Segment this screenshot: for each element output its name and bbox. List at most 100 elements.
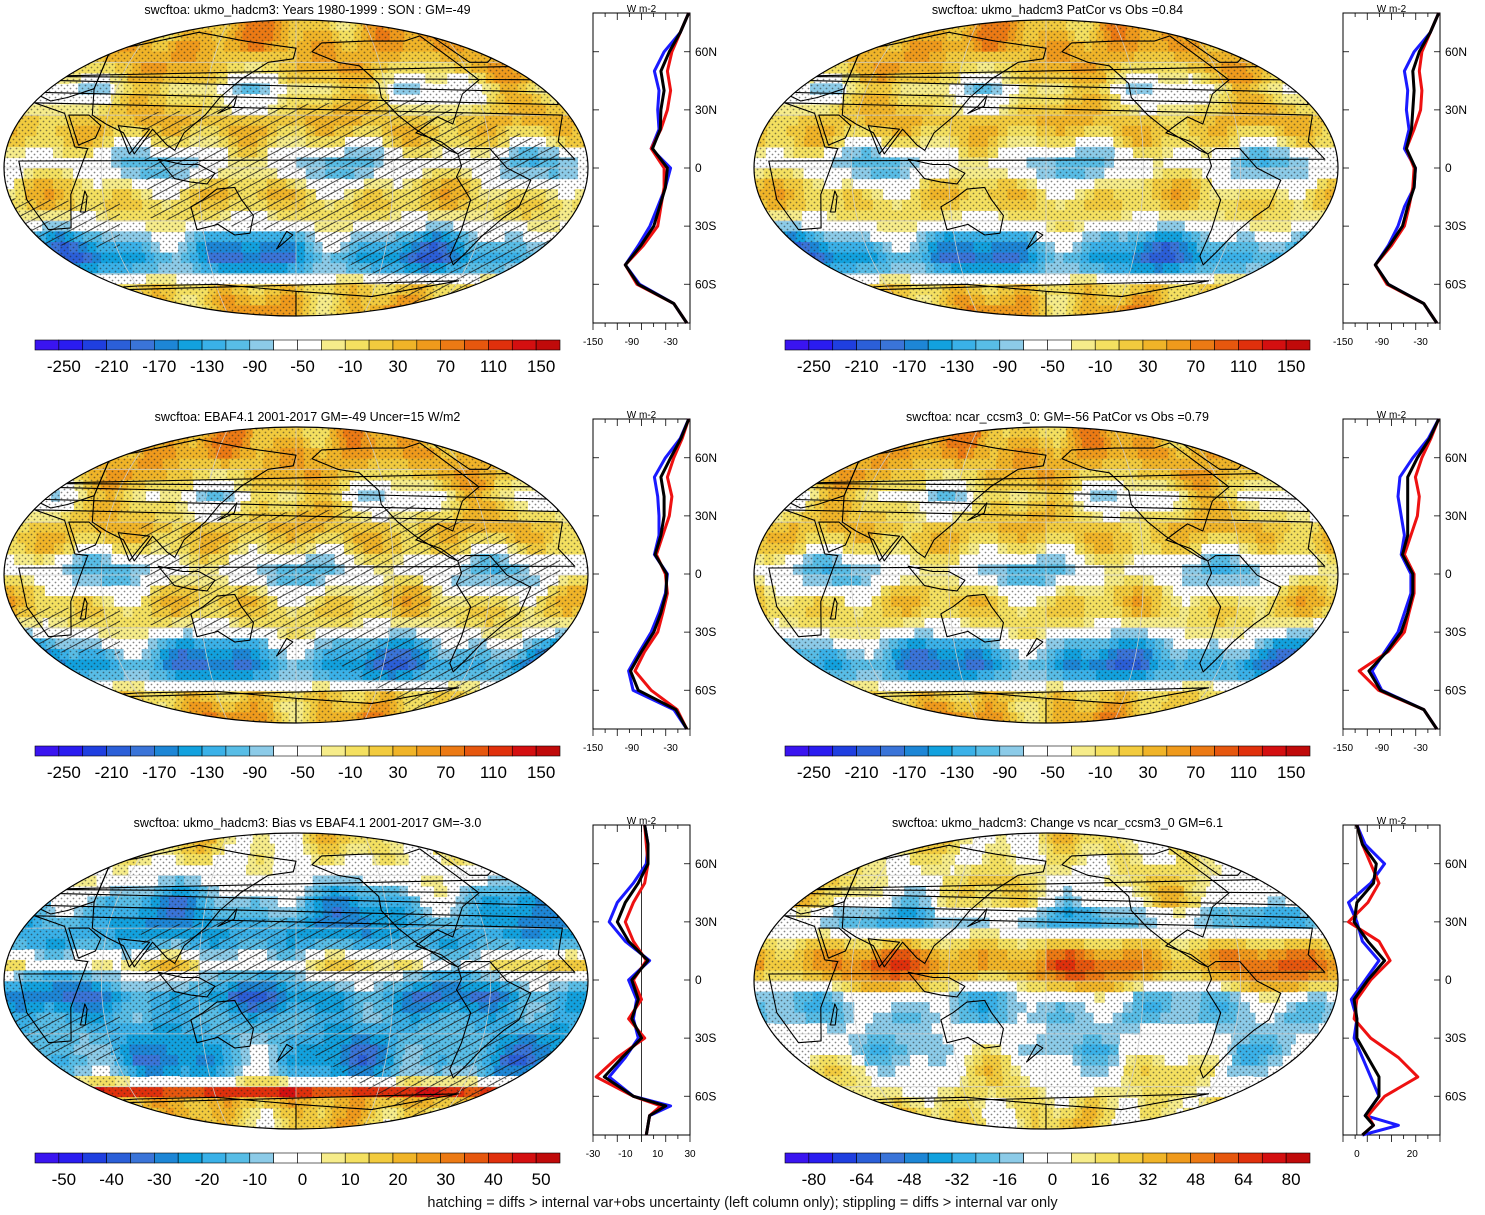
- map-cell: [491, 305, 513, 316]
- map-cell: [66, 701, 88, 714]
- map-cell: [839, 294, 859, 307]
- map-cell: [115, 20, 136, 32]
- map-cell: [1173, 305, 1191, 316]
- map-cell: [865, 305, 886, 316]
- coastline-asia: [91, 31, 297, 155]
- map-frame: [3, 19, 589, 317]
- map-cell: [851, 427, 872, 439]
- map-cell: [18, 231, 34, 243]
- map-cell: [804, 62, 822, 74]
- map-cell: [1240, 437, 1261, 449]
- map-cell: [517, 691, 537, 703]
- map-cell: [1200, 305, 1220, 316]
- map-cell: [30, 479, 47, 492]
- map-cell: [127, 437, 146, 449]
- map-cell: [829, 305, 852, 316]
- map-cell: [87, 691, 106, 703]
- coastline-asia: [841, 31, 1047, 155]
- coastline-japan: [967, 95, 988, 114]
- map-cell: [502, 691, 521, 703]
- map-cell: [1200, 427, 1220, 439]
- map-cell: [476, 30, 496, 42]
- map-cell: [787, 263, 805, 275]
- map-cell: [498, 701, 519, 714]
- map-cell: [1237, 284, 1255, 296]
- map-cell: [1287, 62, 1306, 74]
- map-cell: [804, 51, 823, 63]
- map-cell: [490, 437, 511, 449]
- map-cell: [166, 712, 183, 723]
- map-cell: [447, 701, 465, 714]
- map-cell: [545, 252, 563, 264]
- map-cell: [1227, 427, 1249, 439]
- map-cell: [469, 294, 488, 307]
- map-cell: [494, 448, 513, 460]
- map-cell: [502, 448, 521, 460]
- map-cell: [74, 701, 95, 714]
- coastline-nz: [276, 230, 294, 250]
- map-cell: [494, 41, 513, 53]
- map-cell: [461, 294, 480, 307]
- map-cell: [1287, 263, 1306, 275]
- map-cell: [537, 479, 554, 492]
- map-cell: [517, 284, 537, 296]
- map-cell: [1241, 427, 1263, 439]
- map-cell: [97, 437, 117, 449]
- map-cell: [1187, 20, 1206, 32]
- map-cell: [505, 437, 526, 449]
- panel-title-1: swcftoa: ukmo_hadcm3: Years 1980-1999 : …: [144, 3, 471, 17]
- map-cell: [477, 427, 499, 439]
- map-cell: [54, 51, 73, 63]
- map-cell: [443, 712, 463, 723]
- map-cell: [79, 20, 102, 32]
- map-cell: [79, 41, 98, 53]
- map-cell: [105, 437, 124, 449]
- coastline-nz: [276, 637, 294, 657]
- map-cell: [1214, 20, 1235, 32]
- map-cell: [509, 691, 529, 703]
- map-cell: [780, 252, 797, 264]
- map-cell: [498, 30, 519, 42]
- map-cell: [18, 638, 34, 650]
- map-cell: [773, 490, 790, 502]
- map-cell: [504, 51, 522, 63]
- map-cell: [1204, 30, 1223, 42]
- map-cell: [490, 701, 511, 714]
- map-cell: [545, 72, 563, 85]
- map-panel-2: [753, 19, 1339, 317]
- map-cell: [108, 427, 129, 439]
- map-cell: [403, 712, 420, 723]
- map-cell: [151, 427, 169, 439]
- map-cell: [417, 427, 434, 439]
- map-cell: [120, 294, 138, 307]
- map-cell: [1237, 448, 1255, 460]
- map-cell: [1226, 294, 1246, 307]
- map-cell: [832, 437, 852, 449]
- map-cell: [479, 691, 497, 703]
- map-cell: [120, 30, 138, 42]
- map-cell: [559, 638, 575, 650]
- map-cell: [94, 712, 115, 723]
- map-cell: [1279, 62, 1297, 74]
- map-cell: [1279, 263, 1297, 275]
- map-cell: [95, 41, 114, 53]
- map-cell: [870, 437, 888, 449]
- map-cell: [108, 712, 129, 723]
- map-cell: [37, 62, 55, 74]
- map-cell: [829, 448, 848, 460]
- map-cell: [54, 458, 73, 470]
- map-cell: [502, 41, 521, 53]
- map-cell: [151, 20, 169, 32]
- map-cell: [122, 712, 142, 723]
- map-cell: [1229, 284, 1247, 296]
- map-cell: [479, 41, 497, 53]
- map-cell: [908, 20, 926, 32]
- map-cell: [1267, 448, 1287, 460]
- map-cell: [1197, 294, 1215, 307]
- map-cell: [1254, 458, 1272, 470]
- map-cell: [845, 41, 864, 53]
- map-cell: [1211, 437, 1230, 449]
- map-cell: [144, 712, 163, 723]
- map-cell: [1227, 305, 1249, 316]
- map-cell: [457, 712, 477, 723]
